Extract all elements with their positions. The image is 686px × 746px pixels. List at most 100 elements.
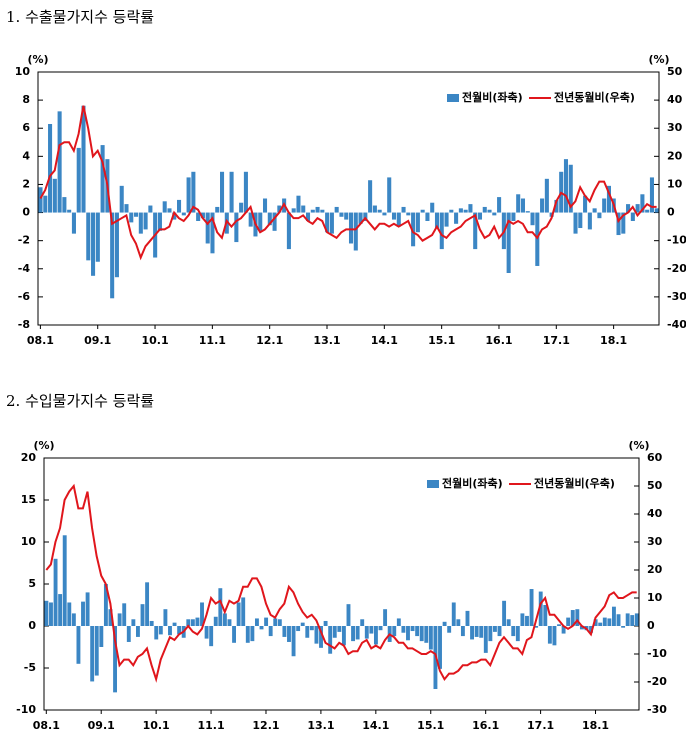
bar xyxy=(439,212,444,250)
bar xyxy=(563,159,568,213)
plot-frame xyxy=(37,71,660,326)
bar xyxy=(90,626,95,682)
bar xyxy=(337,626,342,632)
bar xyxy=(530,212,535,226)
bar xyxy=(547,626,552,644)
x-tick-label: 16.1 xyxy=(485,334,512,347)
bar xyxy=(382,212,387,216)
y-tick-label: -6 xyxy=(18,290,31,303)
bar xyxy=(157,212,162,231)
bar xyxy=(573,212,578,234)
bar xyxy=(355,626,360,640)
bar xyxy=(602,617,607,626)
bar xyxy=(328,626,333,654)
bar xyxy=(479,626,484,638)
bar xyxy=(387,177,392,213)
bar xyxy=(94,626,99,676)
bar xyxy=(305,626,310,638)
y-tick-label: 4 xyxy=(22,149,30,162)
y2-tick-label: 0 xyxy=(667,206,675,219)
bar xyxy=(630,615,635,626)
bar xyxy=(215,206,220,213)
bar xyxy=(110,212,115,299)
bar xyxy=(71,613,76,626)
bar xyxy=(434,212,440,229)
bar xyxy=(351,626,356,642)
bar xyxy=(593,619,598,626)
bar xyxy=(218,588,223,626)
bar xyxy=(239,202,244,213)
bar xyxy=(53,558,58,626)
y2-tick-label: 20 xyxy=(647,563,663,576)
bar xyxy=(635,204,640,213)
bar xyxy=(135,626,140,637)
y-tick-label: 15 xyxy=(21,493,36,506)
bar xyxy=(287,626,291,642)
bar xyxy=(468,204,473,213)
bar xyxy=(296,626,301,632)
x-tick-label: 11.1 xyxy=(197,719,224,732)
y2-tick-label: 40 xyxy=(647,507,663,520)
bar xyxy=(568,164,573,213)
bar xyxy=(200,602,204,626)
bar xyxy=(557,624,561,626)
bar xyxy=(454,212,459,224)
bar xyxy=(248,212,253,227)
bar xyxy=(511,626,516,637)
bar xyxy=(487,209,492,213)
bar xyxy=(114,212,119,278)
legend-swatch xyxy=(447,94,459,102)
bar xyxy=(320,209,325,213)
y2-tick-label: -20 xyxy=(647,675,667,688)
bar xyxy=(245,626,250,643)
bar xyxy=(396,618,401,626)
bar xyxy=(425,212,430,221)
x-tick-label: 16.1 xyxy=(472,719,499,732)
legend-label: 전년동월비(우축) xyxy=(554,90,635,104)
bar xyxy=(401,626,406,633)
bar xyxy=(645,209,650,213)
bar xyxy=(363,212,368,221)
bar xyxy=(62,197,67,213)
bar xyxy=(502,600,507,626)
bar xyxy=(552,626,557,646)
bar xyxy=(254,618,259,626)
bar xyxy=(272,212,277,231)
bar xyxy=(538,591,543,626)
y-tick-label: 10 xyxy=(21,535,37,548)
bar xyxy=(332,626,337,638)
bar xyxy=(444,212,449,227)
bar xyxy=(470,626,475,640)
bar xyxy=(85,592,90,626)
y-tick-label: 0 xyxy=(28,619,36,632)
bar xyxy=(606,185,611,213)
bar xyxy=(315,206,320,213)
bar xyxy=(129,212,134,223)
y2-tick-label: -10 xyxy=(647,647,667,660)
bar xyxy=(378,626,383,631)
bar xyxy=(515,626,520,642)
bar xyxy=(309,626,314,631)
bar xyxy=(162,201,167,213)
y2-tick-label: 0 xyxy=(647,619,655,632)
y-tick-label: 10 xyxy=(15,65,31,78)
y-tick-label: -8 xyxy=(18,318,30,331)
bar xyxy=(482,206,487,213)
bar xyxy=(236,602,241,626)
bar xyxy=(391,212,397,220)
bar xyxy=(570,610,575,626)
bar xyxy=(529,589,534,626)
bar xyxy=(305,212,311,221)
line xyxy=(45,483,637,683)
bar xyxy=(488,626,493,642)
bar xyxy=(598,622,603,626)
bar xyxy=(566,617,571,626)
bar xyxy=(314,626,319,644)
y-axis-label: (%) xyxy=(27,53,48,66)
bar xyxy=(616,212,621,236)
x-tick-label: 08.1 xyxy=(27,334,54,347)
x-tick-label: 12.1 xyxy=(252,719,279,732)
x-tick-label: 10.1 xyxy=(143,719,170,732)
bar xyxy=(592,208,597,213)
bar xyxy=(49,602,53,626)
